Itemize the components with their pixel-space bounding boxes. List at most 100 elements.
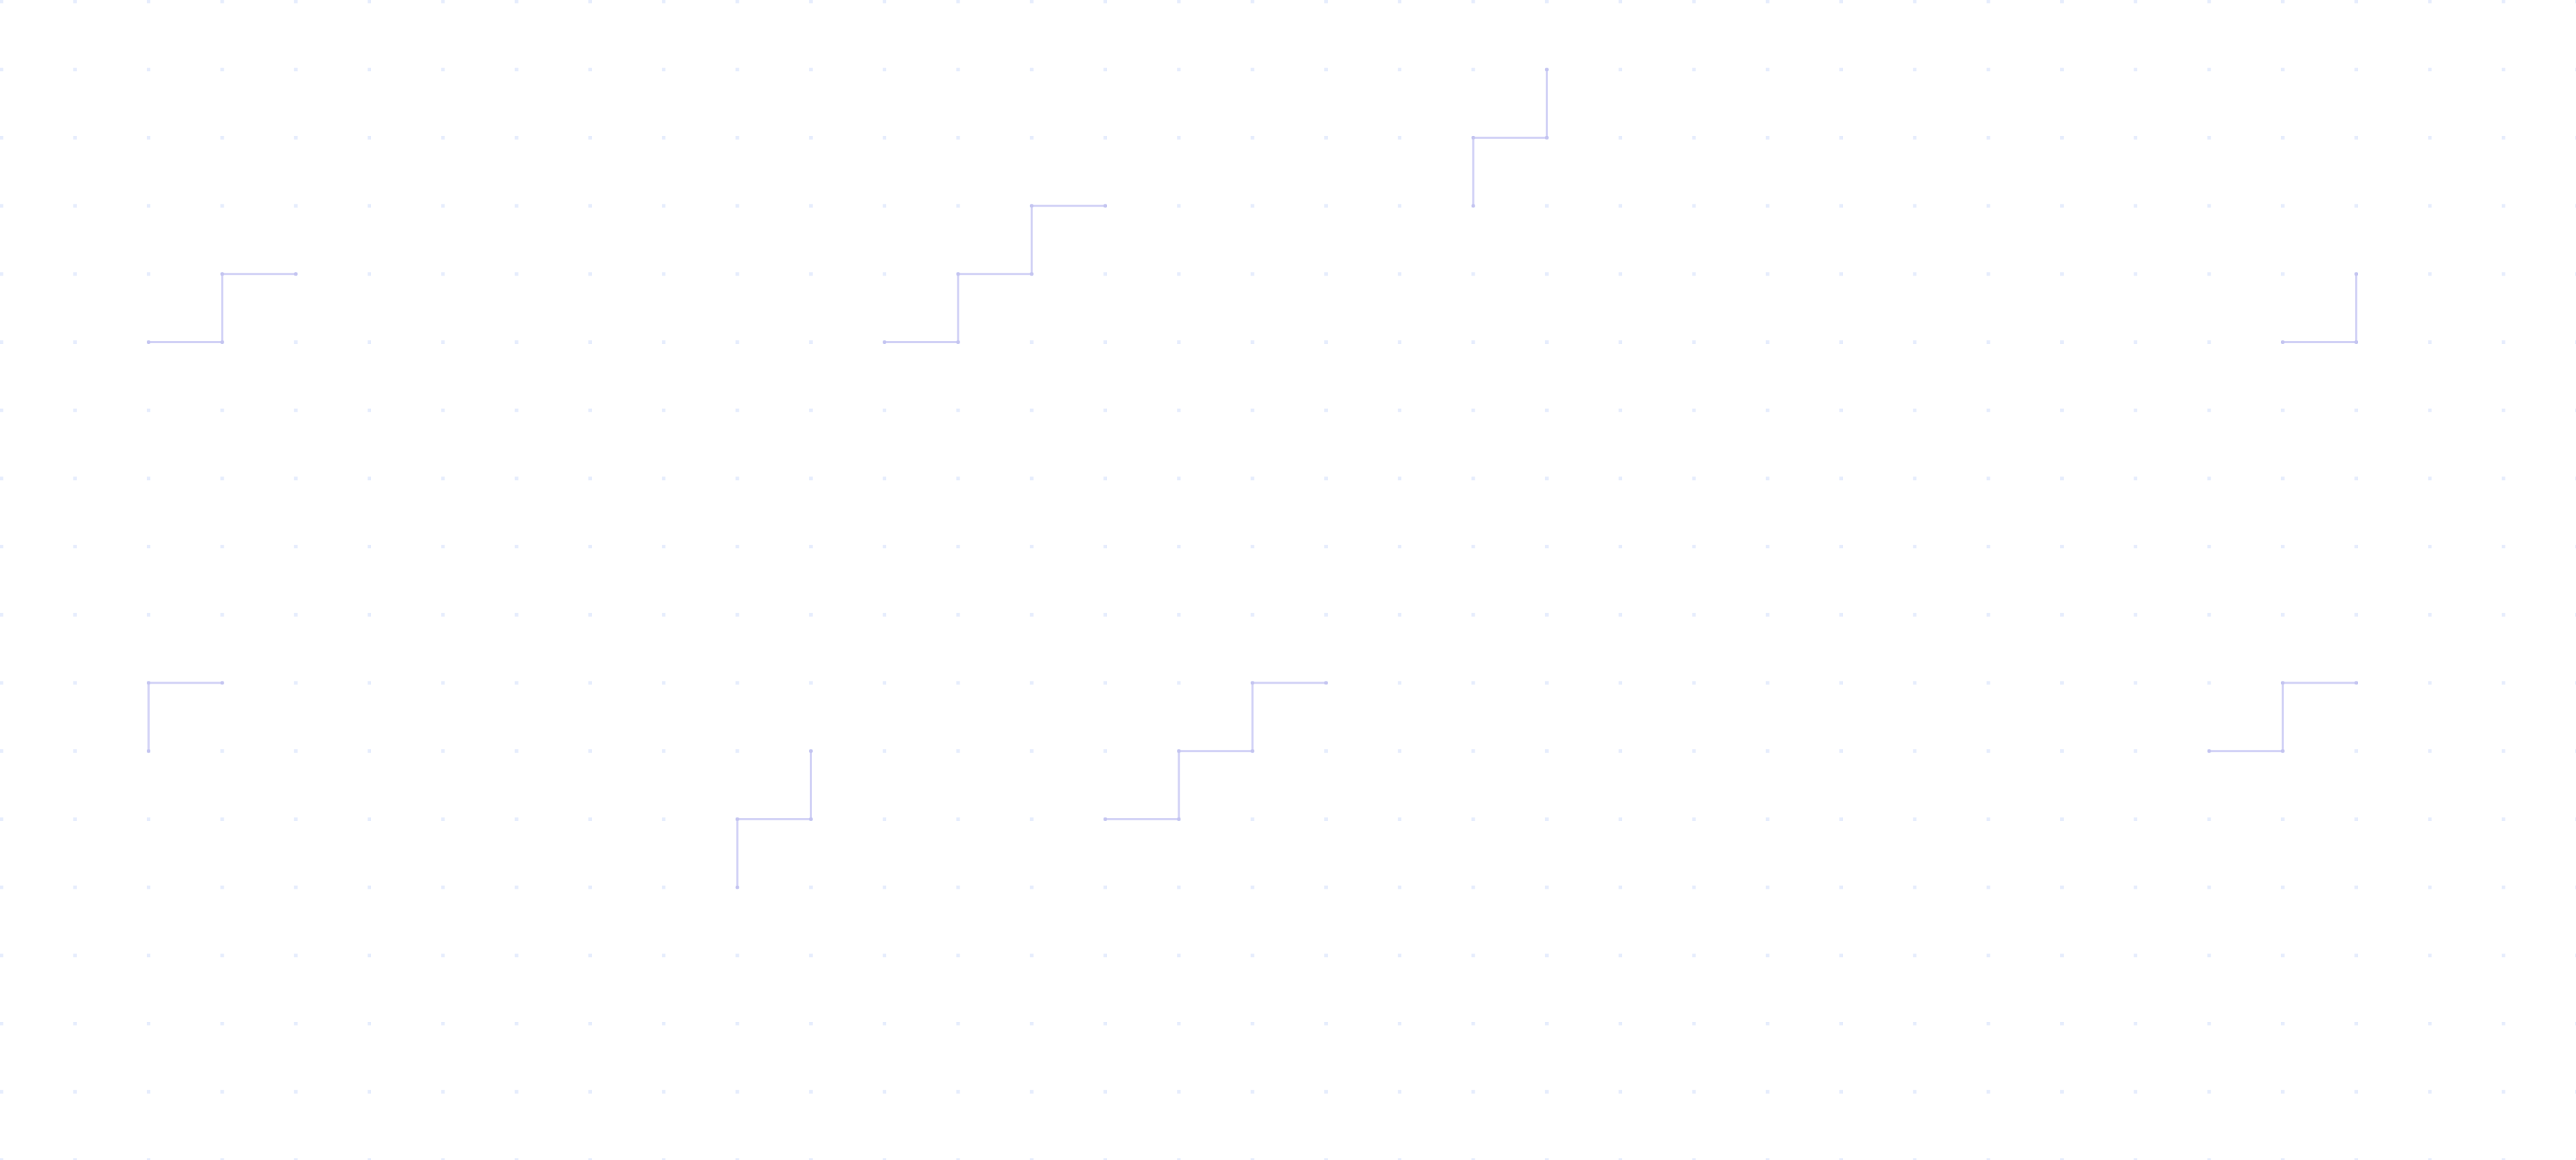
grid-dot [147, 1090, 151, 1094]
grid-dot [2354, 817, 2359, 821]
grid-dot [1544, 0, 1549, 4]
grid-dot [2501, 68, 2505, 72]
step-line-node [2280, 340, 2285, 344]
grid-dot [2207, 953, 2211, 958]
grid-dot [588, 612, 592, 617]
grid-dot [294, 749, 298, 753]
grid-dot [147, 1158, 151, 1160]
grid-dot [1471, 408, 1475, 412]
grid-dot [1839, 953, 1843, 958]
grid-dot [147, 408, 151, 412]
grid-dot [294, 1022, 298, 1025]
grid-dot [0, 340, 4, 344]
grid-dot [2134, 1158, 2138, 1160]
grid-dot [2501, 681, 2505, 685]
grid-dot [1250, 612, 1255, 617]
grid-dot [1324, 408, 1328, 412]
grid-dot [441, 817, 445, 821]
grid-dot [73, 1022, 77, 1025]
grid-dot [441, 612, 445, 617]
grid-dot [1544, 204, 1549, 208]
grid-dot [441, 0, 445, 4]
grid-dot [2207, 681, 2211, 685]
grid-dot [441, 885, 445, 889]
step-line-node [1471, 204, 1475, 208]
grid-dot [2280, 408, 2285, 412]
step-line-node [2354, 340, 2359, 344]
grid-dot [1839, 340, 1843, 344]
grid-dot [73, 340, 77, 344]
grid-dot [1839, 1022, 1843, 1025]
grid-dot [2060, 612, 2064, 617]
grid-dot [1913, 885, 1917, 889]
grid-dot [2060, 204, 2064, 208]
step-line-node [1250, 749, 1255, 753]
grid-dot [1765, 204, 1770, 208]
grid-dot [956, 476, 960, 481]
step-line [1472, 69, 1548, 207]
grid-dot [1324, 749, 1328, 753]
grid-dot [1619, 612, 1623, 617]
grid-dot [1913, 612, 1917, 617]
grid-dot [809, 545, 813, 549]
grid-dot [1839, 476, 1843, 481]
grid-dot [1471, 681, 1475, 685]
step-line-node [1250, 681, 1255, 685]
grid-dot [2134, 885, 2138, 889]
grid-dot [883, 885, 887, 889]
grid-dot [220, 135, 224, 140]
grid-dot [514, 612, 519, 617]
grid-dot [294, 476, 298, 481]
grid-dot [2428, 612, 2432, 617]
grid-dot [1619, 1090, 1623, 1094]
grid-dot [1324, 545, 1328, 549]
grid-dot [1765, 272, 1770, 276]
grid-dot [1692, 681, 1696, 685]
grid-dot [1544, 272, 1549, 276]
grid-dot [2060, 1090, 2064, 1094]
grid-dot [2501, 817, 2505, 821]
grid-dot [1839, 1090, 1843, 1094]
grid-dot [1986, 612, 1990, 617]
grid-dot [2060, 0, 2064, 4]
grid-dot [956, 749, 960, 753]
grid-dot [0, 817, 4, 821]
grid-dot [662, 953, 666, 958]
grid-dot [514, 953, 519, 958]
grid-dot [2501, 204, 2505, 208]
step-line-node [220, 340, 224, 344]
grid-dot [1177, 68, 1181, 72]
grid-dot [1986, 0, 1990, 4]
grid-dot [1177, 408, 1181, 412]
grid-dot [73, 612, 77, 617]
grid-dot [1103, 545, 1107, 549]
grid-dot [1986, 272, 1990, 276]
grid-dot [588, 681, 592, 685]
grid-dot [1986, 545, 1990, 549]
grid-dot [0, 749, 4, 753]
step-line [884, 204, 1106, 343]
grid-dot [0, 545, 4, 549]
grid-dot [2060, 1158, 2064, 1160]
grid-dot [0, 0, 4, 4]
grid-dot [514, 749, 519, 753]
grid-dot [1029, 612, 1034, 617]
grid-dot [2280, 68, 2285, 72]
grid-dot [1765, 885, 1770, 889]
grid-dot [1544, 408, 1549, 412]
grid-dot [662, 68, 666, 72]
grid-dot [2428, 1090, 2432, 1094]
grid-dot [1692, 408, 1696, 412]
grid-dot [2501, 0, 2505, 4]
grid-dot [2354, 408, 2359, 412]
grid-dot [2134, 1090, 2138, 1094]
grid-dot [147, 1022, 151, 1025]
grid-dot [220, 612, 224, 617]
grid-dot [1913, 1158, 1917, 1160]
grid-dot [220, 1090, 224, 1094]
grid-dot [1544, 885, 1549, 889]
grid-dot [514, 681, 519, 685]
grid-dot [588, 817, 592, 821]
grid-dot [1103, 1158, 1107, 1160]
grid-dot [1839, 817, 1843, 821]
